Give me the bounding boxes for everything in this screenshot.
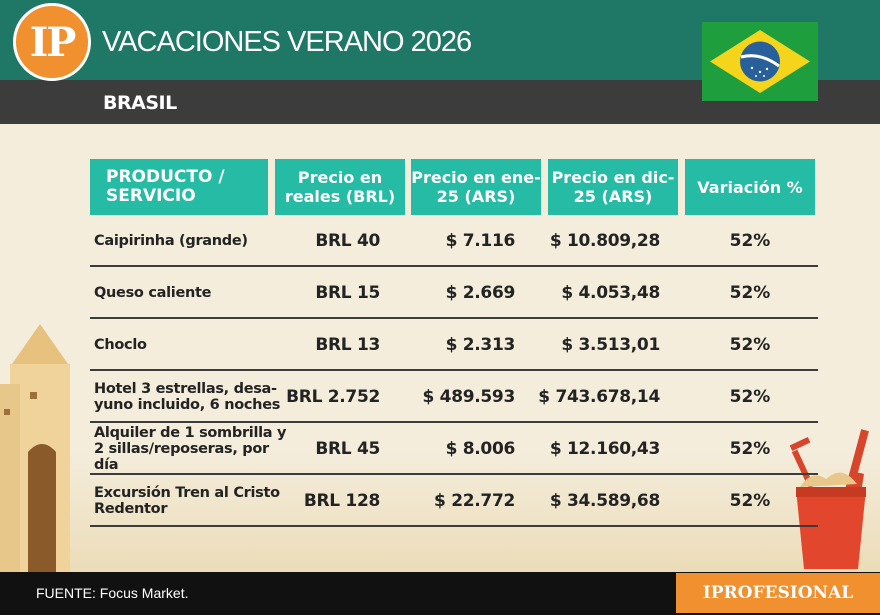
- table-row: Queso caliente BRL 15 $ 2.669 $ 4.053,48…: [90, 267, 818, 319]
- table-row: Caipirinha (grande) BRL 40 $ 7.116 $ 10.…: [90, 215, 818, 267]
- column-header-price-dic25: Precio en dic-25 (ARS): [548, 159, 678, 215]
- price-dic25-cell: $ 3.513,01: [561, 335, 660, 355]
- brand-logo: IPROFESIONAL: [676, 573, 880, 613]
- price-brl-cell: BRL 13: [315, 335, 380, 355]
- variation-cell: 52%: [729, 231, 771, 251]
- column-header-price-ene25: Precio en ene-25 (ARS): [411, 159, 541, 215]
- variation-cell: 52%: [729, 335, 771, 355]
- price-brl-cell: BRL 128: [303, 491, 380, 511]
- sand-bucket-icon: [789, 429, 869, 569]
- price-ene25-cell: $ 2.313: [445, 335, 516, 355]
- brazil-flag-icon: [702, 22, 818, 101]
- product-cell: Caipirinha (grande): [94, 233, 248, 249]
- variation-cell: 52%: [729, 283, 771, 303]
- price-dic25-cell: $ 12.160,43: [549, 439, 660, 459]
- price-brl-cell: BRL 45: [315, 439, 380, 459]
- sand-background: [0, 452, 880, 572]
- product-cell: Queso caliente: [94, 285, 212, 301]
- product-cell: Excursión Tren al Cristo Redentor: [94, 485, 280, 517]
- sand-castle-icon: [0, 324, 70, 572]
- column-header-product: PRODUCTO / SERVICIO: [90, 159, 268, 215]
- table-row: Excursión Tren al Cristo Redentor BRL 12…: [90, 475, 818, 527]
- column-header-price-brl: Precio en reales (BRL): [275, 159, 405, 215]
- variation-cell: 52%: [729, 387, 771, 407]
- ip-logo: IP: [13, 3, 91, 81]
- price-ene25-cell: $ 2.669: [445, 283, 516, 303]
- variation-cell: 52%: [729, 439, 771, 459]
- price-brl-cell: BRL 40: [315, 231, 380, 251]
- price-dic25-cell: $ 743.678,14: [538, 387, 660, 407]
- price-ene25-cell: $ 489.593: [422, 387, 516, 407]
- price-brl-cell: BRL 2.752: [286, 387, 380, 407]
- page-title: VACACIONES VERANO 2026: [102, 26, 472, 58]
- product-cell: Alquiler de 1 sombrilla y 2 sillas/repos…: [94, 425, 287, 473]
- product-cell: Choclo: [94, 337, 147, 353]
- country-label: BRASIL: [103, 92, 177, 114]
- price-dic25-cell: $ 10.809,28: [549, 231, 660, 251]
- variation-cell: 52%: [729, 491, 771, 511]
- table-row: Choclo BRL 13 $ 2.313 $ 3.513,01 52%: [90, 319, 818, 371]
- price-ene25-cell: $ 7.116: [445, 231, 516, 251]
- table-row: Hotel 3 estrellas, desa-yuno incluido, 6…: [90, 371, 818, 423]
- column-header-variation: Variación %: [685, 159, 815, 215]
- price-brl-cell: BRL 15: [315, 283, 380, 303]
- source-note: FUENTE: Focus Market.: [36, 585, 189, 601]
- price-ene25-cell: $ 8.006: [445, 439, 516, 459]
- price-dic25-cell: $ 4.053,48: [561, 283, 660, 303]
- price-dic25-cell: $ 34.589,68: [549, 491, 660, 511]
- price-ene25-cell: $ 22.772: [434, 491, 515, 511]
- table-row: Alquiler de 1 sombrilla y 2 sillas/repos…: [90, 423, 818, 475]
- table-area: PRODUCTO / SERVICIO Precio en reales (BR…: [0, 124, 880, 572]
- product-cell: Hotel 3 estrellas, desa-yuno incluido, 6…: [94, 381, 281, 413]
